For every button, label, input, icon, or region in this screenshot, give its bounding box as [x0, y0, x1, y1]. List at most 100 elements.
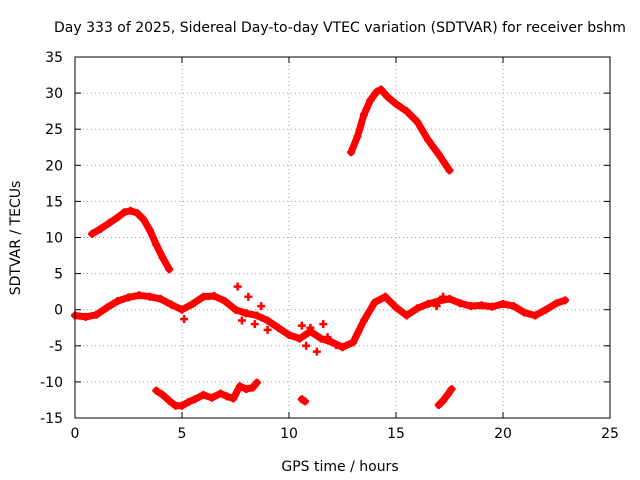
data-point [263, 316, 272, 325]
data-point [248, 383, 257, 392]
data-point [359, 110, 368, 119]
series-arc-low-small [297, 395, 310, 406]
data-point [145, 292, 154, 301]
data-point [250, 320, 259, 329]
data-point [199, 292, 208, 301]
data-point [317, 334, 326, 343]
y-axis-label: SDTVAR / TECUs [8, 181, 24, 296]
data-point [509, 302, 518, 311]
data-point [222, 392, 231, 401]
series-arc-main [71, 291, 570, 352]
data-point [242, 309, 251, 318]
data-point [178, 401, 186, 410]
data-point [413, 304, 422, 313]
data-point [434, 297, 443, 306]
data-point [88, 229, 97, 238]
data-point [466, 302, 475, 311]
data-point [370, 298, 379, 307]
data-point [145, 226, 154, 235]
data-point [285, 330, 293, 339]
x-tick-label: 25 [601, 426, 619, 442]
data-point [139, 215, 148, 224]
x-axis-label: GPS time / hours [281, 459, 398, 475]
data-point [96, 224, 105, 233]
series-arc-mid-high [347, 85, 454, 175]
data-point [126, 206, 135, 215]
data-point [92, 310, 101, 319]
data-point [359, 316, 368, 325]
series-line [88, 207, 173, 273]
data-point [152, 386, 161, 395]
data-point [541, 305, 550, 314]
data-point [199, 390, 208, 399]
data-point [81, 312, 90, 321]
data-point [158, 253, 167, 262]
data-point [488, 302, 497, 311]
data-point [235, 382, 244, 391]
data-point [520, 308, 529, 317]
data-point [392, 99, 400, 108]
data-point [252, 311, 261, 320]
data-point [135, 291, 144, 300]
data-point [383, 92, 392, 101]
x-tick-label: 5 [178, 426, 187, 442]
data-point [338, 343, 347, 352]
data-point [216, 389, 225, 398]
data-point [439, 396, 448, 405]
data-point [477, 301, 486, 310]
data-point [113, 297, 122, 306]
y-tick-label: 5 [54, 267, 63, 283]
series-arc-low-left [152, 378, 261, 410]
series-arc-main-scatter [180, 282, 448, 356]
series-line [152, 379, 261, 410]
data-point [434, 401, 443, 410]
y-tick-label: 15 [45, 194, 63, 210]
y-tick-label: -10 [40, 375, 63, 391]
data-point [295, 334, 304, 343]
x-tick-label: 15 [387, 426, 405, 442]
data-point [552, 299, 561, 308]
data-point [103, 303, 112, 312]
data-point [377, 85, 386, 94]
y-tick-label: -15 [40, 411, 63, 427]
data-point [424, 299, 433, 308]
data-point [347, 148, 356, 157]
data-point [237, 316, 246, 325]
data-point [402, 311, 411, 320]
data-point [120, 208, 129, 217]
data-point [133, 208, 142, 217]
data-point [392, 303, 400, 312]
data-point [113, 213, 122, 222]
data-point [165, 396, 174, 405]
chart-title: Day 333 of 2025, Sidereal Day-to-day VTE… [54, 20, 626, 36]
data-point [531, 311, 540, 320]
data-point [184, 398, 193, 407]
data-point [210, 291, 219, 300]
data-point [312, 347, 321, 356]
data-point [323, 333, 332, 342]
x-tick-label: 20 [494, 426, 512, 442]
data-point [353, 132, 362, 141]
data-point [445, 294, 454, 303]
data-point [402, 107, 411, 116]
data-point [302, 341, 311, 350]
data-point [372, 87, 381, 96]
data-point [231, 305, 240, 314]
data-point [434, 150, 443, 159]
data-point [439, 292, 448, 301]
data-point [297, 321, 306, 330]
data-point [158, 390, 167, 399]
data-point [105, 219, 114, 228]
data-point [306, 323, 315, 332]
grid-lines [75, 57, 610, 418]
y-tick-label: 10 [45, 231, 63, 247]
data-point [263, 325, 272, 334]
x-tick-label: 10 [280, 426, 298, 442]
data-point [180, 315, 189, 324]
y-tick-label: 30 [45, 86, 63, 102]
data-point [207, 393, 216, 402]
data-point [424, 136, 433, 145]
series-line [435, 385, 456, 409]
y-tick-label: 35 [45, 50, 63, 66]
y-tick-label: 25 [45, 122, 63, 138]
